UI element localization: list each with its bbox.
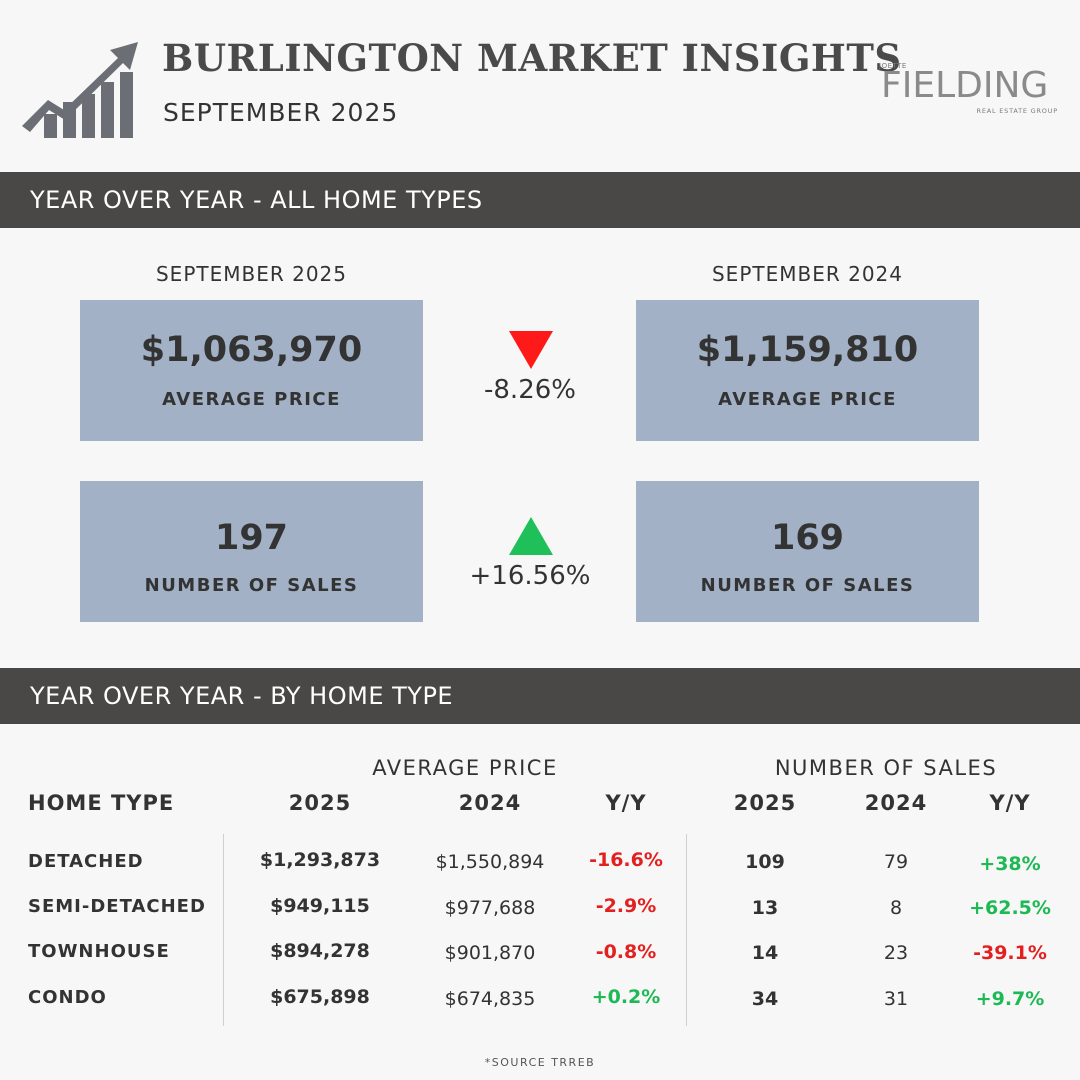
table-cell-sales-2024: 8 bbox=[889, 897, 903, 919]
column-price-2025: 2025 bbox=[288, 791, 352, 815]
average-price-change: -8.26% bbox=[484, 375, 576, 405]
table-cell-price-2025: $1,293,873 bbox=[259, 849, 381, 871]
table-cell-price-2025: $894,278 bbox=[270, 940, 370, 962]
current-average-price-card: $1,063,970 AVERAGE PRICE bbox=[80, 300, 423, 441]
column-price-yy: Y/Y bbox=[605, 791, 647, 815]
previous-average-price-label: AVERAGE PRICE bbox=[718, 389, 897, 410]
current-sales-value: 197 bbox=[214, 518, 289, 558]
arrow-down-icon bbox=[509, 331, 553, 369]
table-cell-price-yy: -0.8% bbox=[595, 941, 657, 963]
table-cell-sales-2025: 13 bbox=[751, 897, 779, 919]
sales-change: +16.56% bbox=[469, 561, 591, 591]
brand-tagline: REAL ESTATE GROUP bbox=[976, 107, 1058, 115]
previous-average-price-card: $1,159,810 AVERAGE PRICE bbox=[636, 300, 979, 441]
table-cell-sales-yy: +9.7% bbox=[975, 988, 1045, 1010]
table-cell-sales-2024: 79 bbox=[883, 851, 909, 873]
table-cell-price-2025: $949,115 bbox=[270, 895, 370, 917]
table-cell-sales-2024: 23 bbox=[883, 942, 909, 964]
column-sales-2025: 2025 bbox=[733, 791, 797, 815]
current-sales-card: 197 NUMBER OF SALES bbox=[80, 481, 423, 622]
page-subtitle: SEPTEMBER 2025 bbox=[163, 98, 399, 127]
current-average-price-value: $1,063,970 bbox=[140, 330, 363, 370]
column-sales-2024: 2024 bbox=[864, 791, 928, 815]
table-cell-price-2024: $977,688 bbox=[444, 897, 536, 919]
table-cell-home-type: SEMI-DETACHED bbox=[28, 896, 206, 917]
table-cell-home-type: CONDO bbox=[28, 987, 107, 1008]
number-of-sales-group-heading: NUMBER OF SALES bbox=[774, 756, 998, 780]
current-average-price-label: AVERAGE PRICE bbox=[162, 389, 341, 410]
table-cell-price-yy: +0.2% bbox=[591, 986, 661, 1008]
section-by-home-type-title: YEAR OVER YEAR - BY HOME TYPE bbox=[0, 668, 1080, 724]
table-cell-price-2024: $674,835 bbox=[444, 988, 536, 1010]
current-period-heading: SEPTEMBER 2025 bbox=[155, 262, 347, 286]
table-cell-price-2024: $901,870 bbox=[444, 942, 536, 964]
column-sales-yy: Y/Y bbox=[989, 791, 1031, 815]
table-cell-sales-yy: -39.1% bbox=[973, 942, 1047, 964]
table-cell-price-2024: $1,550,894 bbox=[435, 851, 545, 873]
previous-period-heading: SEPTEMBER 2024 bbox=[711, 262, 903, 286]
table-cell-sales-2025: 34 bbox=[751, 988, 779, 1010]
brand-name: FIELDING bbox=[881, 65, 1049, 106]
table-cell-sales-2025: 14 bbox=[751, 942, 779, 964]
table-cell-price-2025: $675,898 bbox=[270, 986, 370, 1008]
section-all-home-types-title: YEAR OVER YEAR - ALL HOME TYPES bbox=[0, 172, 1080, 228]
brand-logo: JOETTE FIELDING REAL ESTATE GROUP bbox=[878, 58, 1062, 118]
table-cell-price-yy: -2.9% bbox=[595, 895, 657, 917]
table-cell-price-yy: -16.6% bbox=[589, 849, 663, 871]
table-cell-sales-yy: +62.5% bbox=[969, 897, 1051, 919]
table-cell-sales-yy: +38% bbox=[979, 853, 1041, 875]
column-home-type: HOME TYPE bbox=[28, 791, 175, 815]
previous-sales-value: 169 bbox=[770, 518, 845, 558]
arrow-up-icon bbox=[509, 517, 553, 555]
table-cell-home-type: TOWNHOUSE bbox=[28, 941, 170, 962]
previous-average-price-value: $1,159,810 bbox=[696, 330, 919, 370]
table-cell-sales-2024: 31 bbox=[883, 988, 909, 1010]
previous-sales-label: NUMBER OF SALES bbox=[700, 575, 915, 596]
growth-chart-arrow-icon bbox=[22, 42, 138, 138]
average-price-group-heading: AVERAGE PRICE bbox=[372, 756, 558, 780]
column-price-2024: 2024 bbox=[458, 791, 522, 815]
table-divider bbox=[223, 834, 224, 1026]
source-note: *SOURCE TRREB bbox=[484, 1056, 596, 1069]
table-cell-home-type: DETACHED bbox=[28, 851, 144, 872]
table-divider bbox=[686, 834, 687, 1026]
brand-first-name: JOETTE bbox=[879, 62, 907, 70]
current-sales-label: NUMBER OF SALES bbox=[144, 575, 359, 596]
previous-sales-card: 169 NUMBER OF SALES bbox=[636, 481, 979, 622]
page-title: BURLINGTON MARKET INSIGHTS bbox=[162, 36, 902, 80]
table-cell-sales-2025: 109 bbox=[745, 851, 785, 873]
